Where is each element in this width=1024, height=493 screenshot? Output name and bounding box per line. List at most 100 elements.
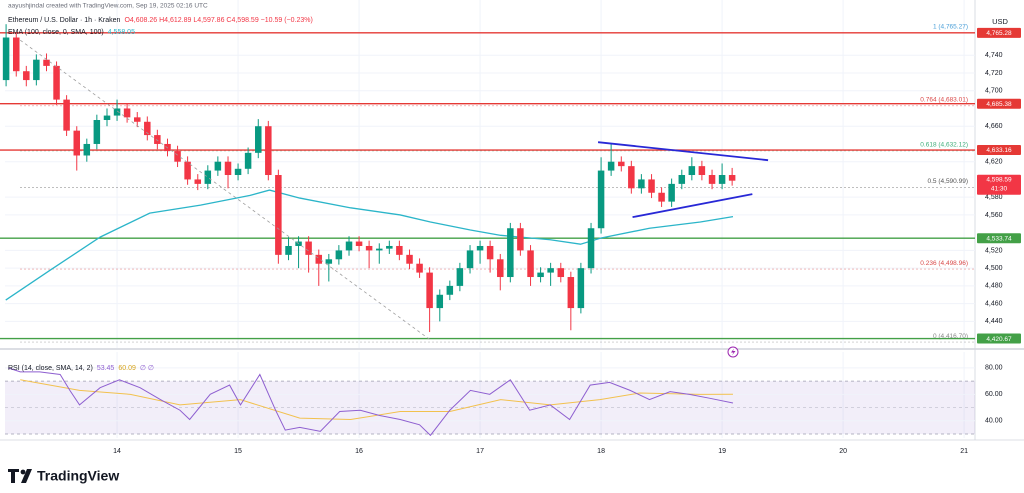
ema-last: 4,558.05 bbox=[108, 29, 135, 36]
y-tick-label: 4,440 bbox=[985, 318, 1003, 325]
x-tick-label: 19 bbox=[718, 448, 726, 455]
candle-body bbox=[476, 245, 484, 251]
caption: aayushjindal created with TradingView.co… bbox=[8, 3, 208, 10]
candle-body bbox=[466, 250, 474, 269]
candle-body bbox=[194, 179, 202, 184]
candle-body bbox=[174, 151, 181, 162]
level-box bbox=[977, 98, 1021, 109]
candle-body bbox=[103, 115, 111, 121]
candle-body bbox=[134, 117, 141, 122]
candle-body bbox=[486, 245, 494, 260]
level-label: 4,533.74 bbox=[986, 235, 1012, 242]
y-tick-label: 4,500 bbox=[985, 265, 1003, 272]
rsi-legend: RSI (14, close, SMA, 14, 2) bbox=[8, 365, 93, 372]
rsi-extra: ∅ ∅ bbox=[140, 365, 154, 372]
x-tick-label: 20 bbox=[839, 448, 847, 455]
fib-label: 1 (4,765.27) bbox=[933, 24, 968, 31]
candle-body bbox=[597, 170, 605, 229]
level-box bbox=[977, 333, 1021, 344]
candle-body bbox=[2, 37, 10, 81]
candle-body bbox=[305, 241, 312, 255]
candle-body bbox=[678, 175, 686, 184]
candle-body bbox=[53, 65, 60, 100]
candle-body bbox=[567, 277, 575, 309]
rsi-tick-label: 40.00 bbox=[985, 418, 1003, 425]
candle-body bbox=[244, 152, 252, 169]
candle-body bbox=[618, 161, 625, 167]
countdown: 41:30 bbox=[991, 185, 1008, 192]
event-bolt[interactable] bbox=[731, 348, 736, 356]
fib-label: 0.5 (4,590.99) bbox=[928, 178, 968, 185]
rsi-last: 53.45 bbox=[97, 365, 115, 372]
candle-body bbox=[83, 143, 91, 156]
candle-body bbox=[355, 241, 363, 246]
trend-line bbox=[597, 141, 769, 162]
candle-body bbox=[426, 272, 433, 309]
candle-body bbox=[446, 285, 454, 295]
candle-body bbox=[698, 166, 706, 176]
candle-body bbox=[557, 268, 565, 278]
event-icon[interactable] bbox=[727, 346, 739, 358]
candle-body bbox=[43, 59, 50, 66]
fib-label: 0.764 (4,683.01) bbox=[920, 97, 968, 104]
rsi-tick-label: 60.00 bbox=[985, 391, 1003, 398]
candle-body bbox=[607, 161, 615, 171]
level-label: 4,633.16 bbox=[986, 147, 1012, 154]
candle-body bbox=[315, 254, 323, 264]
currency[interactable]: USD bbox=[992, 17, 1008, 26]
candle-body bbox=[728, 175, 736, 181]
candle-body bbox=[497, 259, 504, 278]
candle-body bbox=[285, 245, 292, 255]
candle-body bbox=[396, 245, 403, 255]
candle-body bbox=[33, 59, 40, 81]
candle-body bbox=[224, 161, 232, 176]
candle-body bbox=[325, 259, 333, 264]
ema-legend: EMA (100, close, 0, SMA, 100) bbox=[8, 29, 104, 36]
y-tick-label: 4,620 bbox=[985, 159, 1003, 166]
level-box bbox=[977, 233, 1021, 244]
x-tick-label: 14 bbox=[113, 448, 121, 455]
candle-body bbox=[113, 108, 121, 116]
plot-layer: 14 15 16 17 18 19 20 21 4,740 4,720 4,700 4,660 4,62… bbox=[0, 0, 1021, 455]
ema-legend-line: EMA (100, close, 0, SMA, 100) 4,558.05 bbox=[8, 29, 135, 36]
y-tick-label: 4,560 bbox=[985, 212, 1003, 219]
candle-body bbox=[234, 168, 242, 176]
y-tick-label: 4,520 bbox=[985, 247, 1003, 254]
candle-body bbox=[386, 245, 393, 249]
rsi-sma-line bbox=[20, 379, 733, 420]
y-tick-label: 4,580 bbox=[985, 194, 1003, 201]
y-tick-label: 4,660 bbox=[985, 123, 1003, 130]
candle-body bbox=[517, 228, 524, 251]
symbol-title: Ethereum / U.S. Dollar · 1h · Kraken bbox=[8, 17, 121, 24]
candle-body bbox=[537, 272, 544, 278]
candle-body bbox=[265, 126, 272, 176]
candle-body bbox=[668, 183, 675, 202]
y-tick-label: 4,700 bbox=[985, 88, 1003, 95]
rsi-band bbox=[5, 381, 975, 435]
brand: TradingView bbox=[37, 468, 119, 484]
trend-line bbox=[632, 193, 753, 219]
rsi-tick-label: 80.00 bbox=[985, 365, 1003, 372]
brand-logo bbox=[8, 469, 32, 483]
x-tick-label: 15 bbox=[234, 448, 242, 455]
ohlc-legend: O4,608.26 H4,612.89 L4,597.86 C4,598.59 … bbox=[124, 17, 312, 24]
candle-body bbox=[638, 179, 645, 189]
last-price-box bbox=[977, 174, 1021, 195]
candle-body bbox=[154, 135, 161, 144]
legend-line: Ethereum / U.S. Dollar · 1h · Kraken O4,6… bbox=[8, 17, 313, 24]
candle-body bbox=[718, 175, 726, 184]
candle-body bbox=[376, 248, 383, 251]
y-tick-label: 4,720 bbox=[985, 70, 1003, 77]
y-tick-label: 4,740 bbox=[985, 52, 1003, 59]
candle-body bbox=[184, 161, 191, 180]
fib-label: 0.236 (4,498.96) bbox=[920, 260, 968, 267]
rsi-sma-last: 60.09 bbox=[118, 365, 136, 372]
level-label: 4,685.38 bbox=[986, 101, 1012, 108]
candle-body bbox=[577, 268, 585, 309]
logo-v bbox=[21, 469, 32, 483]
candle-body bbox=[406, 254, 413, 264]
candle-body bbox=[628, 166, 635, 189]
x-tick-label: 17 bbox=[476, 448, 484, 455]
candle-body bbox=[507, 228, 514, 278]
last-price-label: 4,598.59 bbox=[986, 176, 1012, 183]
